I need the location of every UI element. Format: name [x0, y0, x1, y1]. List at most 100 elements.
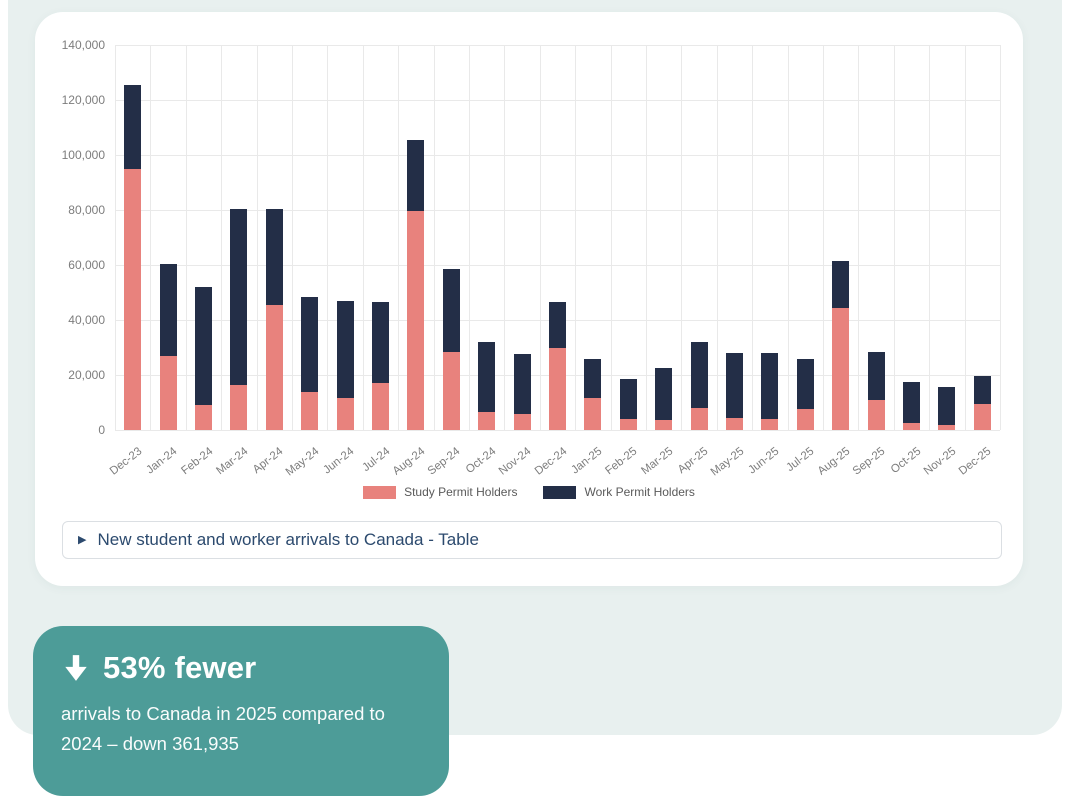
y-axis-tick-label: 80,000 [68, 203, 105, 217]
legend-label-work: Work Permit Holders [584, 485, 695, 499]
y-axis-tick-label: 0 [98, 423, 105, 437]
y-axis-tick-label: 20,000 [68, 368, 105, 382]
gridline-vertical [752, 45, 754, 430]
work-bar-segment[interactable] [407, 139, 425, 212]
work-bar-segment[interactable] [690, 342, 708, 408]
stacked-bar-chart: 0 20,000 40,000 60,000 80,000 100,000 120,000 1… [35, 12, 1023, 482]
callout-body-line1: arrivals to Canada in 2025 compared to [61, 703, 385, 724]
work-bar-segment[interactable] [372, 302, 389, 384]
gridline-vertical [1000, 45, 1001, 430]
work-bar-segment[interactable] [903, 381, 920, 424]
study-bar-segment[interactable] [442, 351, 460, 430]
study-bar-segment[interactable] [832, 307, 850, 430]
gridline-vertical [292, 45, 293, 430]
study-bar-segment[interactable] [690, 408, 708, 430]
gridline-vertical [362, 45, 364, 430]
table-toggle[interactable]: ▶ New student and worker arrivals to Can… [62, 521, 1002, 559]
study-bar-segment[interactable] [796, 409, 814, 430]
gridline-vertical [433, 45, 435, 430]
work-bar-segment[interactable] [584, 358, 602, 399]
gridline-horizontal [115, 265, 1000, 266]
gridline-vertical [185, 45, 187, 430]
study-bar-segment[interactable] [549, 347, 566, 430]
work-bar-segment[interactable] [832, 260, 850, 308]
work-bar-segment[interactable] [761, 353, 779, 419]
gridline-horizontal [115, 45, 1000, 46]
study-bar-segment[interactable] [372, 383, 389, 430]
work-bar-segment[interactable] [549, 302, 566, 348]
callout-headline: 53% fewer [61, 650, 423, 686]
work-bar-segment[interactable] [513, 354, 531, 414]
work-bar-segment[interactable] [938, 387, 956, 425]
study-bar-segment[interactable] [124, 168, 142, 430]
legend-label-study: Study Permit Holders [404, 485, 518, 499]
work-bar-segment[interactable] [973, 376, 991, 404]
gridline-vertical [716, 45, 718, 430]
work-bar-segment[interactable] [655, 368, 673, 421]
gridline-vertical [575, 45, 577, 430]
gridline-vertical [539, 45, 541, 430]
gridline-vertical [469, 45, 470, 430]
gridline-vertical [787, 45, 789, 430]
study-bar-segment[interactable] [159, 355, 177, 430]
gridline-vertical [221, 45, 223, 430]
work-bar-segment[interactable] [478, 342, 496, 413]
study-bar-segment[interactable] [903, 423, 920, 430]
work-bar-segment[interactable] [336, 300, 354, 399]
gridline-vertical [610, 45, 612, 430]
down-arrow-icon [65, 655, 87, 681]
gridline-vertical [929, 45, 931, 430]
study-bar-segment[interactable] [513, 413, 531, 430]
study-bar-segment[interactable] [478, 412, 496, 430]
y-axis-tick-label: 120,000 [61, 93, 105, 107]
legend-item-study-permit-holders[interactable]: Study Permit Holders [363, 485, 517, 499]
work-bar-segment[interactable] [301, 296, 319, 392]
callout-headline-text: 53% fewer [103, 650, 257, 685]
gridline-vertical [681, 45, 683, 430]
chart-card: 0 20,000 40,000 60,000 80,000 100,000 120,000 1… [35, 12, 1023, 586]
work-bar-segment[interactable] [442, 269, 460, 352]
gridline-horizontal [115, 100, 1000, 101]
study-bar-segment[interactable] [407, 211, 425, 430]
study-bar-segment[interactable] [336, 398, 354, 430]
study-bar-segment[interactable] [761, 419, 779, 430]
study-bar-segment[interactable] [619, 419, 637, 430]
study-bar-segment[interactable] [265, 304, 283, 430]
gridline-vertical [504, 45, 506, 430]
study-permit-swatch-icon [363, 485, 397, 499]
gridline-horizontal [115, 155, 1000, 156]
gridline-vertical [893, 45, 895, 430]
study-bar-segment[interactable] [726, 417, 743, 430]
study-bar-segment[interactable] [230, 384, 248, 430]
gridline-vertical [646, 45, 647, 430]
chart-legend: Study Permit Holders Work Permit Holders [35, 482, 1023, 502]
expand-triangle-icon: ▶ [78, 533, 87, 546]
work-bar-segment[interactable] [796, 358, 814, 410]
study-bar-segment[interactable] [867, 399, 885, 430]
work-bar-segment[interactable] [726, 353, 743, 418]
study-bar-segment[interactable] [584, 398, 602, 430]
callout-body: arrivals to Canada in 2025 compared to 2… [61, 699, 423, 759]
gridline-vertical [823, 45, 824, 430]
gridline-vertical [327, 45, 329, 430]
work-bar-segment[interactable] [230, 208, 248, 385]
study-bar-segment[interactable] [973, 403, 991, 430]
work-bar-segment[interactable] [195, 287, 212, 406]
study-bar-segment[interactable] [195, 405, 212, 430]
work-bar-segment[interactable] [159, 263, 177, 356]
work-bar-segment[interactable] [124, 84, 142, 169]
work-bar-segment[interactable] [265, 208, 283, 305]
gridline-vertical [150, 45, 152, 430]
table-toggle-label: New student and worker arrivals to Canad… [97, 530, 479, 549]
y-axis-tick-label: 140,000 [61, 38, 105, 52]
study-bar-segment[interactable] [301, 391, 319, 430]
y-axis-tick-label: 100,000 [61, 148, 105, 162]
legend-item-work-permit-holders[interactable]: Work Permit Holders [543, 485, 695, 499]
gridline-vertical [858, 45, 860, 430]
work-bar-segment[interactable] [867, 351, 885, 400]
study-bar-segment[interactable] [938, 424, 956, 430]
work-bar-segment[interactable] [619, 379, 637, 419]
stat-callout-card: 53% fewer arrivals to Canada in 2025 com… [33, 626, 449, 796]
gridline-horizontal [115, 210, 1000, 211]
study-bar-segment[interactable] [655, 420, 673, 430]
